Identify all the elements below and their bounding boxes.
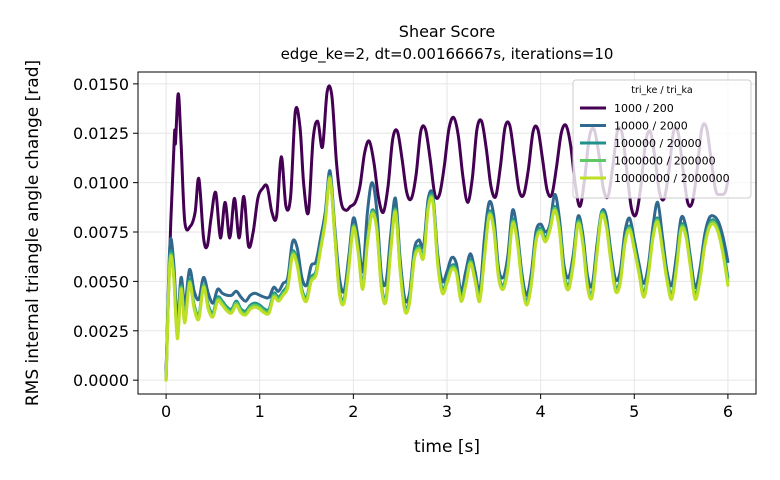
series-line-5: [164, 177, 730, 382]
x-axis: 0 1 2 3 4 5 6: [161, 394, 733, 421]
y-tick-label: 0.0075: [73, 223, 129, 242]
x-axis-label: time [s]: [414, 437, 480, 457]
series-line-1: [164, 84, 730, 372]
legend-label: 1000000 / 200000: [614, 155, 716, 168]
legend-label: 100000 / 20000: [614, 137, 702, 150]
legend-label: 1000 / 200: [614, 102, 674, 115]
y-tick-label: 0.0100: [73, 174, 129, 193]
legend-box: [572, 79, 752, 199]
x-tick-label: 1: [255, 402, 265, 421]
x-tick-label: 2: [348, 402, 358, 421]
legend: tri_ke / tri_ka 1000 / 200 10000 / 2000 10…: [572, 79, 752, 199]
legend-label: 10000 / 2000: [614, 120, 688, 133]
y-tick-label: 0.0025: [73, 322, 129, 341]
x-tick-label: 3: [442, 402, 452, 421]
x-tick-label: 5: [629, 402, 639, 421]
x-tick-label: 6: [723, 402, 733, 421]
legend-label: 10000000 / 2000000: [614, 172, 730, 185]
chart-title: Shear Score: [399, 22, 495, 41]
y-tick-label: 0.0125: [73, 124, 129, 143]
y-tick-label: 0.0050: [73, 272, 129, 291]
series-layer: [164, 84, 730, 382]
y-tick-label: 0.0000: [73, 371, 129, 390]
y-axis-label: RMS internal triangle angle change [rad]: [23, 60, 43, 406]
x-tick-label: 0: [161, 402, 171, 421]
x-tick-label: 4: [536, 402, 546, 421]
chart-subtitle: edge_ke=2, dt=0.00166667s, iterations=10: [281, 45, 614, 64]
y-axis: 0.0000 0.0025 0.0050 0.0075 0.0100 0.0125 0.01…: [73, 75, 138, 390]
y-tick-label: 0.0150: [73, 75, 129, 94]
legend-title: tri_ke / tri_ka: [631, 85, 692, 96]
